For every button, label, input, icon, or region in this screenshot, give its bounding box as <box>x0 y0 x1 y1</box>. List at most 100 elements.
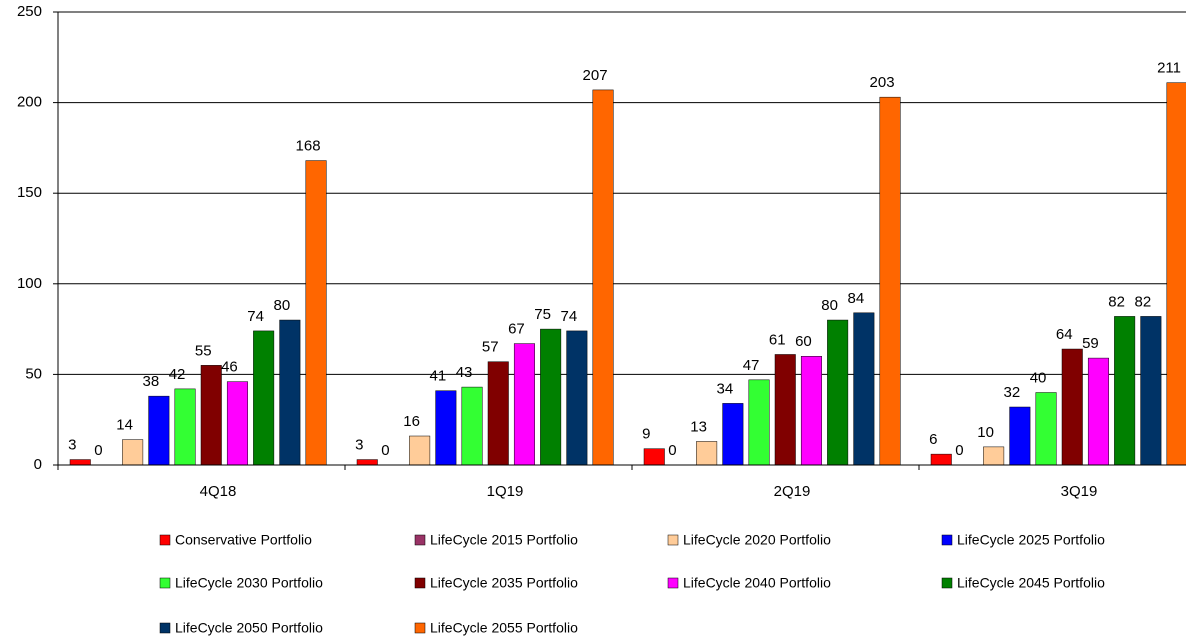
bar <box>1140 316 1162 466</box>
x-tick-label: 4Q18 <box>200 483 237 500</box>
data-label: 46 <box>221 359 238 376</box>
data-label: 38 <box>143 373 160 390</box>
bar <box>253 330 275 466</box>
bar <box>748 379 770 466</box>
bar <box>1087 357 1109 466</box>
bar <box>983 446 1005 466</box>
data-label: 82 <box>1108 293 1125 310</box>
legend-swatch <box>941 577 953 589</box>
data-label: 16 <box>403 413 420 430</box>
data-label: 0 <box>668 442 676 459</box>
data-label: 74 <box>247 308 264 325</box>
data-label: 67 <box>508 321 525 338</box>
legend-label: LifeCycle 2020 Portfolio <box>683 532 831 548</box>
bar <box>930 453 952 466</box>
bar <box>827 319 849 466</box>
bar <box>226 381 248 466</box>
bar <box>513 343 535 466</box>
data-label: 80 <box>821 297 838 314</box>
y-tick-label: 150 <box>17 184 42 201</box>
legend-label: LifeCycle 2015 Portfolio <box>430 532 578 548</box>
data-label: 211 <box>1157 60 1181 77</box>
data-label: 0 <box>94 442 102 459</box>
data-label: 3 <box>355 437 363 454</box>
legend-label: LifeCycle 2030 Portfolio <box>175 575 323 591</box>
data-label: 14 <box>116 417 133 434</box>
y-tick-label: 100 <box>17 275 42 292</box>
legend-swatch <box>667 577 679 589</box>
data-label: 41 <box>430 368 447 385</box>
bar <box>69 459 91 466</box>
bar <box>722 403 744 466</box>
bar <box>200 365 222 466</box>
legend-swatch <box>941 534 953 546</box>
bar <box>800 356 822 466</box>
data-label: 84 <box>848 290 865 307</box>
bar <box>566 330 588 466</box>
data-label: 64 <box>1056 326 1073 343</box>
legend-swatch <box>159 622 171 634</box>
legend-swatch <box>159 534 171 546</box>
bar <box>487 361 509 466</box>
bar <box>879 96 901 466</box>
legend-label: LifeCycle 2045 Portfolio <box>957 575 1105 591</box>
bar <box>592 89 614 466</box>
bar <box>1009 406 1031 466</box>
x-tick-label: 3Q19 <box>1061 483 1098 500</box>
y-tick-label: 200 <box>17 94 42 111</box>
bar <box>774 354 796 466</box>
data-label: 75 <box>534 306 551 323</box>
bar <box>356 459 378 466</box>
bar <box>409 435 431 466</box>
bar <box>1035 392 1057 466</box>
y-tick-label: 250 <box>17 3 42 20</box>
bar <box>148 395 170 466</box>
legend-label: LifeCycle 2025 Portfolio <box>957 532 1105 548</box>
data-label: 61 <box>769 331 786 348</box>
legend-swatch <box>159 577 171 589</box>
legend-label: LifeCycle 2050 Portfolio <box>175 620 323 636</box>
x-tick-label: 1Q19 <box>487 483 524 500</box>
y-tick-label: 50 <box>25 365 42 382</box>
data-label: 80 <box>274 297 291 314</box>
bar <box>643 448 665 466</box>
bar <box>461 386 483 466</box>
bar <box>122 439 144 466</box>
bar <box>435 390 457 466</box>
y-tick-label: 0 <box>34 456 42 473</box>
data-label: 3 <box>68 437 76 454</box>
data-label: 59 <box>1082 335 1099 352</box>
data-label: 0 <box>955 442 963 459</box>
bar <box>279 319 301 466</box>
legend-swatch <box>414 622 426 634</box>
legend-label: LifeCycle 2055 Portfolio <box>430 620 578 636</box>
data-label: 42 <box>169 366 186 383</box>
data-label: 0 <box>381 442 389 459</box>
data-label: 32 <box>1004 384 1021 401</box>
legend-swatch <box>414 577 426 589</box>
bar <box>305 160 327 466</box>
data-label: 55 <box>195 342 212 359</box>
data-label: 82 <box>1135 293 1152 310</box>
bar <box>1166 82 1186 466</box>
data-label: 9 <box>642 426 650 443</box>
legend-label: LifeCycle 2040 Portfolio <box>683 575 831 591</box>
bar <box>696 441 718 466</box>
bar <box>1114 316 1136 466</box>
legend-label: Conservative Portfolio <box>175 532 312 548</box>
data-label: 57 <box>482 339 499 356</box>
data-label: 6 <box>929 431 937 448</box>
data-label: 47 <box>743 357 760 374</box>
bar <box>174 388 196 466</box>
data-label: 40 <box>1030 369 1047 386</box>
bar <box>540 328 562 466</box>
bar <box>1061 348 1083 466</box>
data-label: 203 <box>870 74 895 91</box>
data-label: 13 <box>690 418 707 435</box>
data-label: 60 <box>795 333 812 350</box>
data-label: 34 <box>717 380 734 397</box>
x-tick-label: 2Q19 <box>774 483 811 500</box>
legend-label: LifeCycle 2035 Portfolio <box>430 575 578 591</box>
data-label: 74 <box>561 308 578 325</box>
